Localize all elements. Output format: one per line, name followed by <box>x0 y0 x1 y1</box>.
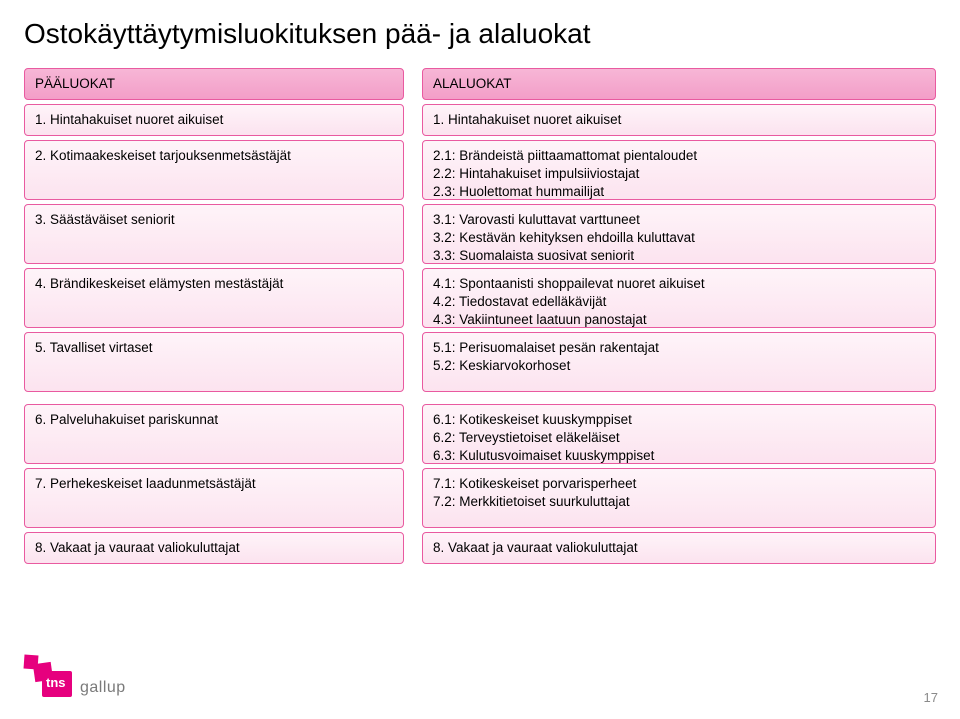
sub-category-line: 3.1: Varovasti kuluttavat varttuneet <box>433 211 925 229</box>
sub-category-line: 2.2: Hintahakuiset impulsiiviostajat <box>433 165 925 183</box>
sub-category-line: 5.2: Keskiarvokorhoset <box>433 357 925 375</box>
sub-category-line: 2.3: Huolettomat hummailijat <box>433 183 925 201</box>
sub-category-cell: 7.1: Kotikeskeiset porvarisperheet7.2: M… <box>422 468 936 528</box>
sub-category-line: 5.1: Perisuomalaiset pesän rakentajat <box>433 339 925 357</box>
sub-category-line: 6.2: Terveystietoiset eläkeläiset <box>433 429 925 447</box>
sub-category-cell: 4.1: Spontaanisti shoppailevat nuoret ai… <box>422 268 936 328</box>
sub-category-line: 8. Vakaat ja vauraat valiokuluttajat <box>433 539 638 557</box>
sub-category-line: 7.2: Merkkitietoiset suurkuluttajat <box>433 493 925 511</box>
main-category-cell: 8. Vakaat ja vauraat valiokuluttajat <box>24 532 404 564</box>
main-category-cell: 5. Tavalliset virtaset <box>24 332 404 392</box>
sub-category-cell: 6.1: Kotikeskeiset kuuskymppiset6.2: Ter… <box>422 404 936 464</box>
main-categories-header: PÄÄLUOKAT <box>24 68 404 100</box>
main-category-cell: 3. Säästäväiset seniorit <box>24 204 404 264</box>
sub-category-line: 6.1: Kotikeskeiset kuuskymppiset <box>433 411 925 429</box>
sub-category-cell: 8. Vakaat ja vauraat valiokuluttajat <box>422 532 936 564</box>
main-category-cell: 6. Palveluhakuiset pariskunnat <box>24 404 404 464</box>
tns-logo-mark: tns <box>24 655 78 701</box>
main-category-cell: 2. Kotimaakeskeiset tarjouksenmetsästäjä… <box>24 140 404 200</box>
main-category-cell: 1. Hintahakuiset nuoret aikuiset <box>24 104 404 136</box>
brand-logo: tns gallup <box>24 655 126 701</box>
sub-category-line: 6.3: Kulutusvoimaiset kuuskymppiset <box>433 447 925 465</box>
sub-categories-column: ALALUOKAT 1. Hintahakuiset nuoret aikuis… <box>422 68 936 568</box>
page-title: Ostokäyttäytymisluokituksen pää- ja alal… <box>0 0 960 60</box>
main-categories-column: PÄÄLUOKAT 1. Hintahakuiset nuoret aikuis… <box>24 68 404 568</box>
sub-category-cell: 2.1: Brändeistä piittaamattomat pientalo… <box>422 140 936 200</box>
slide-footer: tns gallup 17 <box>0 649 960 719</box>
main-category-cell: 4. Brändikeskeiset elämysten mestästäjät <box>24 268 404 328</box>
sub-category-line: 1. Hintahakuiset nuoret aikuiset <box>433 111 621 129</box>
classification-table: PÄÄLUOKAT 1. Hintahakuiset nuoret aikuis… <box>0 60 960 568</box>
sub-category-line: 4.2: Tiedostavat edelläkävijät <box>433 293 925 311</box>
page-number: 17 <box>924 690 938 705</box>
sub-category-line: 7.1: Kotikeskeiset porvarisperheet <box>433 475 925 493</box>
sub-category-line: 4.1: Spontaanisti shoppailevat nuoret ai… <box>433 275 925 293</box>
sub-categories-header: ALALUOKAT <box>422 68 936 100</box>
tns-text: tns <box>46 675 66 690</box>
sub-category-cell: 5.1: Perisuomalaiset pesän rakentajat5.2… <box>422 332 936 392</box>
sub-category-cell: 1. Hintahakuiset nuoret aikuiset <box>422 104 936 136</box>
sub-category-line: 4.3: Vakiintuneet laatuun panostajat <box>433 311 925 329</box>
sub-category-line: 2.1: Brändeistä piittaamattomat pientalo… <box>433 147 925 165</box>
gallup-text: gallup <box>80 679 126 701</box>
main-category-cell: 7. Perhekeskeiset laadunmetsästäjät <box>24 468 404 528</box>
sub-category-cell: 3.1: Varovasti kuluttavat varttuneet3.2:… <box>422 204 936 264</box>
sub-category-line: 3.2: Kestävän kehityksen ehdoilla kulutt… <box>433 229 925 247</box>
sub-category-line: 3.3: Suomalaista suosivat seniorit <box>433 247 925 265</box>
